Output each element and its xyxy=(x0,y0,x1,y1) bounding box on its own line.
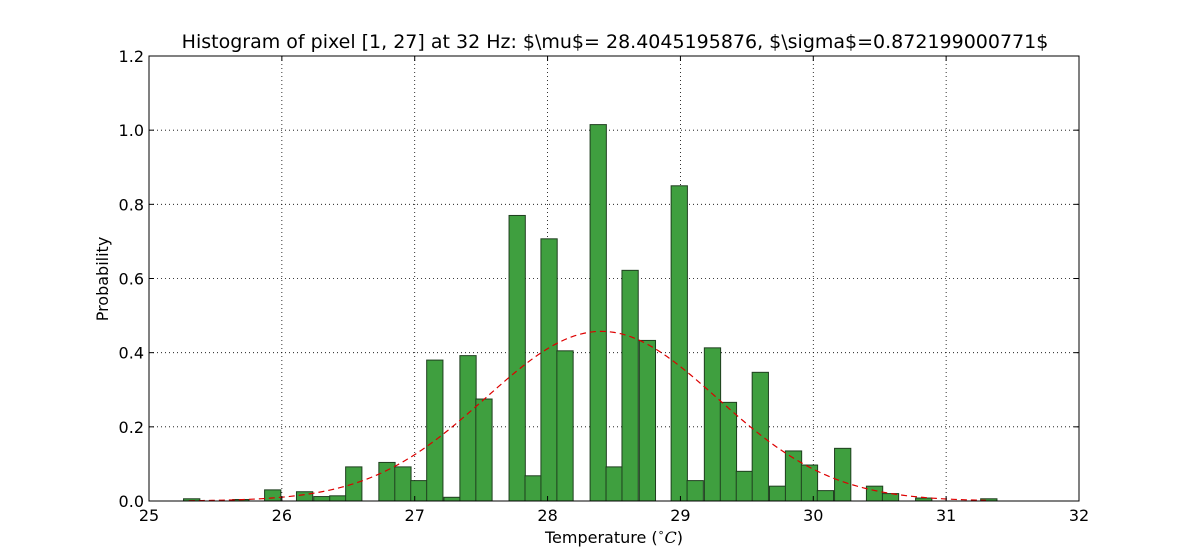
histogram-bar xyxy=(345,466,363,502)
histogram-bar xyxy=(313,496,331,502)
x-axis-label-suffix: ) xyxy=(677,528,683,547)
axis-ticks xyxy=(148,55,1080,502)
histogram-bar xyxy=(768,485,787,502)
histogram-bar xyxy=(589,124,607,502)
normal-fit-curve xyxy=(188,330,987,502)
y-tick-label: 1.2 xyxy=(119,47,144,66)
histogram-bar xyxy=(459,355,477,502)
x-axis-label-unit: C xyxy=(665,528,677,547)
x-tick-label: 27 xyxy=(405,506,425,525)
histogram-bar xyxy=(556,350,574,502)
y-tick-label: 0.6 xyxy=(119,270,144,289)
histogram-bar xyxy=(686,480,704,502)
histogram-bar xyxy=(426,359,444,502)
histogram-bar xyxy=(834,447,852,502)
y-tick-label: 0.2 xyxy=(119,418,144,437)
histogram-bar xyxy=(638,339,657,502)
histogram-bar xyxy=(540,238,558,502)
grid-lines xyxy=(149,56,1079,501)
y-tick-labels: 0.0 0.2 0.4 0.6 0.8 1.0 1.2 xyxy=(119,47,144,511)
x-tick-label: 32 xyxy=(1069,506,1089,525)
y-tick-label: 1.0 xyxy=(119,121,144,140)
histogram-bar xyxy=(329,495,347,502)
x-tick-label: 31 xyxy=(936,506,956,525)
x-tick-label: 25 xyxy=(139,506,159,525)
histogram-bar xyxy=(410,480,428,502)
histogram-bar xyxy=(670,185,688,502)
y-axis-label: Probability xyxy=(93,237,112,322)
histogram-bar xyxy=(475,398,493,502)
histogram-bar xyxy=(865,485,884,502)
histogram-bar xyxy=(751,371,769,502)
x-tick-labels: 25 26 27 28 29 30 31 32 xyxy=(139,506,1089,525)
histogram-bars xyxy=(183,124,998,502)
x-axis-label: Temperature (∘C) xyxy=(544,526,683,547)
x-tick-label: 28 xyxy=(537,506,557,525)
histogram-bar xyxy=(443,496,461,502)
histogram-bar xyxy=(605,466,623,502)
x-axis-label-degree: ∘ xyxy=(658,526,665,539)
histogram-bar xyxy=(264,489,282,502)
histogram-bar xyxy=(508,214,526,502)
histogram-bar xyxy=(735,470,754,502)
y-tick-label: 0.0 xyxy=(119,492,144,511)
histogram-bar xyxy=(295,491,314,502)
x-tick-label: 30 xyxy=(803,506,823,525)
histogram-bar xyxy=(816,490,835,502)
histogram-bar xyxy=(524,475,542,502)
histogram-bar xyxy=(621,269,639,502)
histogram-bar xyxy=(719,401,738,502)
histogram-bar xyxy=(378,461,396,502)
y-tick-label: 0.8 xyxy=(119,195,144,214)
x-axis-label-prefix: Temperature ( xyxy=(544,528,658,547)
chart-title: Histogram of pixel [1, 27] at 32 Hz: $\m… xyxy=(182,31,1049,53)
y-tick-label: 0.4 xyxy=(119,344,144,363)
histogram-bar xyxy=(703,347,722,502)
x-tick-label: 29 xyxy=(670,506,690,525)
x-tick-label: 26 xyxy=(272,506,292,525)
histogram-bar xyxy=(394,466,412,502)
